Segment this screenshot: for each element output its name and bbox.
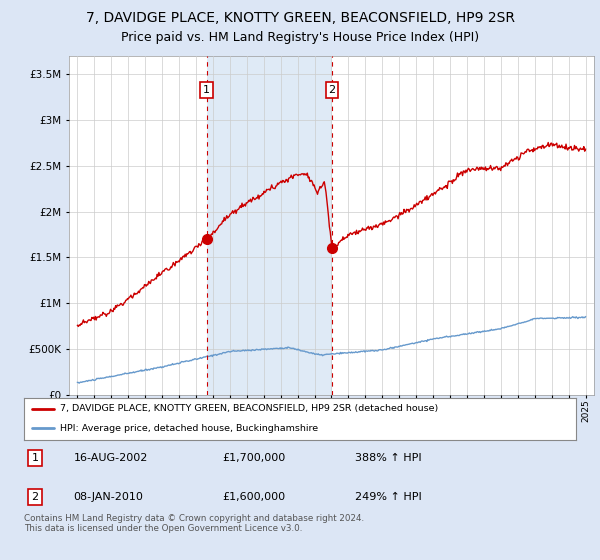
Text: 7, DAVIDGE PLACE, KNOTTY GREEN, BEACONSFIELD, HP9 2SR: 7, DAVIDGE PLACE, KNOTTY GREEN, BEACONSF… bbox=[86, 11, 515, 25]
Text: 388% ↑ HPI: 388% ↑ HPI bbox=[355, 453, 422, 463]
Bar bbox=[206, 56, 332, 395]
Text: 249% ↑ HPI: 249% ↑ HPI bbox=[355, 492, 422, 502]
Text: 16-AUG-2002: 16-AUG-2002 bbox=[74, 453, 148, 463]
Text: 2: 2 bbox=[328, 85, 335, 95]
Text: Contains HM Land Registry data © Crown copyright and database right 2024.
This d: Contains HM Land Registry data © Crown c… bbox=[24, 514, 364, 534]
Text: 2: 2 bbox=[31, 492, 38, 502]
Text: 7, DAVIDGE PLACE, KNOTTY GREEN, BEACONSFIELD, HP9 2SR (detached house): 7, DAVIDGE PLACE, KNOTTY GREEN, BEACONSF… bbox=[60, 404, 438, 413]
Text: 08-JAN-2010: 08-JAN-2010 bbox=[74, 492, 143, 502]
Text: £1,700,000: £1,700,000 bbox=[223, 453, 286, 463]
Text: 1: 1 bbox=[32, 453, 38, 463]
Text: £1,600,000: £1,600,000 bbox=[223, 492, 286, 502]
Text: 1: 1 bbox=[203, 85, 210, 95]
Text: Price paid vs. HM Land Registry's House Price Index (HPI): Price paid vs. HM Land Registry's House … bbox=[121, 31, 479, 44]
Text: HPI: Average price, detached house, Buckinghamshire: HPI: Average price, detached house, Buck… bbox=[60, 424, 318, 433]
